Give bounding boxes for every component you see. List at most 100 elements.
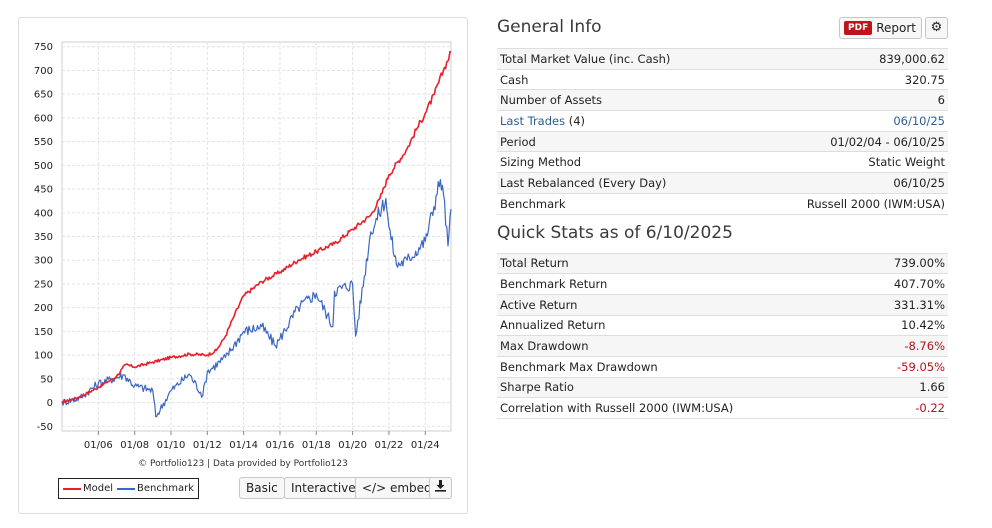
row-value: Static Weight — [745, 151, 948, 173]
row-value-negative: -8.76% — [861, 335, 948, 357]
quick-stats-table: Total Return 739.00% Benchmark Return 407.… — [497, 252, 948, 420]
legend-item-model[interactable]: Model — [63, 483, 113, 494]
row-label: Max Drawdown — [497, 335, 861, 357]
legend-label-model: Model — [83, 483, 114, 494]
x-tick-label: 01/08 — [120, 440, 149, 451]
table-row: Period 01/02/04 - 06/10/25 — [497, 130, 948, 152]
general-info-title: General Info — [497, 17, 602, 37]
row-label: Sizing Method — [497, 151, 746, 173]
last-trades-count: (4) — [565, 113, 586, 128]
row-value: 01/02/04 - 06/10/25 — [745, 130, 948, 152]
download-button[interactable] — [429, 477, 452, 499]
series-line-benchmark — [61, 179, 452, 418]
legend-swatch-benchmark — [117, 487, 136, 490]
general-info-table: Total Market Value (inc. Cash) 839,000.62… — [497, 48, 948, 215]
y-tick-label: 0 — [47, 398, 53, 409]
row-value-cell: 06/10/25 — [745, 110, 948, 132]
table-row: Benchmark Return 407.70% — [497, 273, 948, 295]
y-tick-label: 250 — [34, 279, 53, 290]
y-tick-label: 400 — [34, 208, 53, 219]
row-label: Correlation with Russell 2000 (IWM:USA) — [497, 397, 861, 419]
row-value: 739.00% — [861, 252, 948, 274]
x-tick-label: 01/22 — [375, 440, 404, 451]
row-label: Benchmark — [497, 192, 746, 215]
table-row: Max Drawdown -8.76% — [497, 335, 948, 357]
table-row: Correlation with Russell 2000 (IWM:USA) -… — [497, 397, 948, 419]
row-value: 320.75 — [745, 68, 948, 90]
last-trades-link[interactable]: Last Trades — [500, 113, 566, 128]
table-row: Sizing Method Static Weight — [497, 151, 948, 173]
row-value: 06/10/25 — [745, 172, 948, 194]
row-value: 331.31% — [861, 293, 948, 316]
last-trades-date-link[interactable]: 06/10/25 — [893, 113, 945, 128]
y-tick-label: 450 — [34, 185, 53, 196]
y-tick-label: 500 — [34, 161, 53, 172]
y-tick-label: 550 — [34, 137, 53, 148]
row-label-cell: Last Trades (4) — [497, 110, 746, 132]
table-row: Last Trades (4) 06/10/25 — [497, 110, 948, 132]
legend-swatch-model — [63, 487, 81, 490]
general-info-header: General Info PDF Report ⚙ — [497, 14, 948, 48]
table-row: Annualized Return 10.42% — [497, 314, 948, 336]
row-label: Active Return — [497, 293, 861, 316]
row-label: Sharpe Ratio — [497, 376, 861, 398]
row-label: Benchmark Return — [497, 273, 861, 295]
row-value: 6 — [745, 89, 948, 111]
row-value-negative: -0.22 — [861, 397, 948, 419]
x-tick-label: 01/24 — [411, 440, 440, 451]
series-line-model — [61, 50, 452, 404]
settings-button[interactable]: ⚙ — [925, 17, 948, 39]
y-tick-label: 50 — [40, 374, 53, 385]
row-label: Last Rebalanced (Every Day) — [497, 172, 746, 194]
performance-chart: -50 0 50 100 150 200 250 300 350 400 450 500 550 600 6… — [34, 41, 452, 451]
legend-item-benchmark[interactable]: Benchmark — [117, 483, 194, 494]
table-row: Total Market Value (inc. Cash) 839,000.62 — [497, 48, 948, 70]
chart-panel: -50 0 50 100 150 200 250 300 350 400 450 500 550 600 6… — [18, 17, 468, 514]
table-row: Benchmark Russell 2000 (IWM:USA) — [497, 192, 948, 215]
embed-button[interactable]: </> embed — [355, 477, 439, 499]
x-tick-label: 01/20 — [338, 440, 367, 451]
report-label: Report — [876, 21, 916, 35]
table-row: Active Return 331.31% — [497, 293, 948, 316]
row-label: Period — [497, 130, 746, 152]
row-label: Number of Assets — [497, 89, 746, 111]
row-label: Benchmark Max Drawdown — [497, 355, 861, 378]
table-row: Total Return 739.00% — [497, 252, 948, 274]
y-tick-label: -50 — [37, 422, 53, 433]
chart-legend: Model Benchmark — [58, 478, 199, 499]
x-tick-label: 01/10 — [157, 440, 186, 451]
row-value: 407.70% — [861, 273, 948, 295]
row-value: 839,000.62 — [745, 48, 948, 70]
basic-button[interactable]: Basic — [239, 477, 285, 499]
quick-stats-header: Quick Stats as of 6/10/2025 — [497, 223, 948, 253]
y-tick-label: 200 — [34, 303, 53, 314]
x-tick-label: 01/06 — [84, 440, 113, 451]
quick-stats-title: Quick Stats as of 6/10/2025 — [497, 222, 733, 243]
info-panel: General Info PDF Report ⚙ Total Market V… — [497, 14, 948, 419]
legend-label-benchmark: Benchmark — [137, 483, 194, 494]
y-tick-label: 700 — [34, 66, 53, 77]
x-tick-label: 01/14 — [229, 440, 258, 451]
row-value-negative: -59.05% — [861, 355, 948, 378]
table-row: Last Rebalanced (Every Day) 06/10/25 — [497, 172, 948, 194]
chart-credit: © Portfolio123 | Data provided by Portfo… — [138, 459, 348, 469]
y-tick-label: 350 — [34, 232, 53, 243]
y-tick-label: 750 — [34, 42, 53, 53]
y-tick-label: 300 — [34, 256, 53, 267]
table-row: Cash 320.75 — [497, 68, 948, 90]
y-tick-label: 100 — [34, 351, 53, 362]
table-row: Benchmark Max Drawdown -59.05% — [497, 355, 948, 378]
pdf-report-button[interactable]: PDF Report — [839, 17, 922, 39]
table-row: Number of Assets 6 — [497, 89, 948, 111]
x-tick-label: 01/12 — [193, 440, 222, 451]
y-tick-label: 150 — [34, 327, 53, 338]
x-tick-label: 01/18 — [302, 440, 331, 451]
y-tick-label: 650 — [34, 90, 53, 101]
interactive-button[interactable]: Interactive — [284, 477, 363, 499]
row-value: 10.42% — [861, 314, 948, 336]
gear-icon: ⚙ — [930, 20, 943, 35]
row-label: Annualized Return — [497, 314, 861, 336]
row-value: 1.66 — [861, 376, 948, 398]
x-tick-label: 01/16 — [266, 440, 295, 451]
y-tick-label: 600 — [34, 113, 53, 124]
